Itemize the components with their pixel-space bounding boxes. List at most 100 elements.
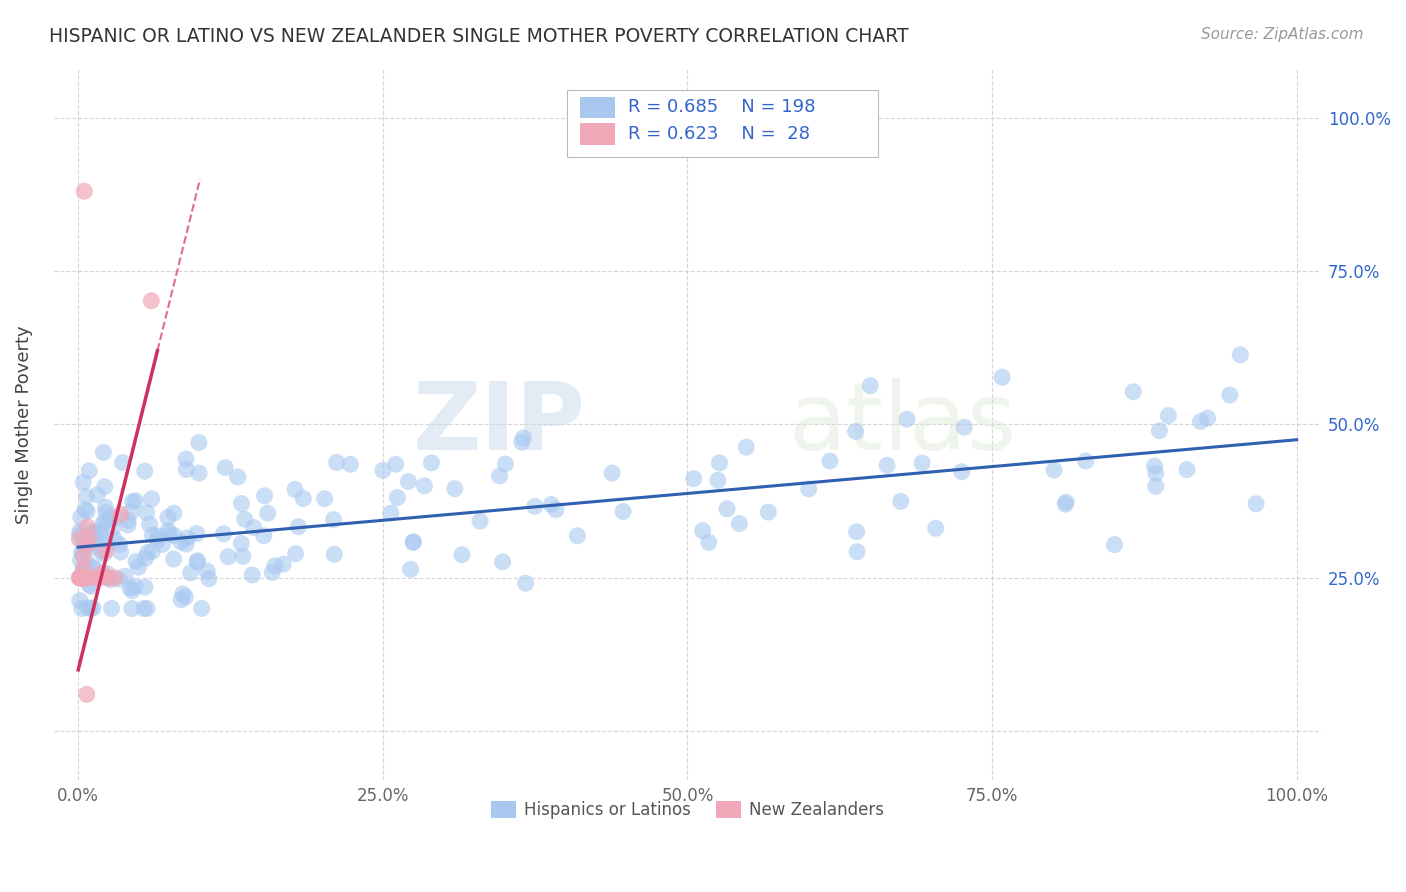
- Point: [70, 571, 93, 585]
- Point: [134, 464, 156, 478]
- Point: [323, 547, 346, 561]
- Point: [69, 524, 91, 539]
- Point: [176, 531, 198, 545]
- Point: [134, 551, 156, 566]
- Point: [233, 512, 256, 526]
- Point: [567, 529, 589, 543]
- Point: [87, 571, 110, 585]
- Point: [371, 463, 394, 477]
- Point: [1144, 467, 1167, 481]
- Point: [100, 510, 122, 524]
- Point: [125, 554, 148, 568]
- Point: [86, 571, 108, 585]
- Point: [174, 452, 197, 467]
- Point: [100, 601, 122, 615]
- Point: [325, 455, 347, 469]
- Point: [1104, 538, 1126, 552]
- Point: [163, 529, 186, 543]
- Point: [73, 541, 96, 555]
- Point: [1197, 411, 1219, 425]
- Point: [146, 529, 169, 543]
- Point: [157, 524, 180, 538]
- Point: [124, 494, 146, 508]
- Point: [120, 505, 142, 519]
- Point: [697, 535, 720, 549]
- Point: [105, 510, 128, 524]
- Point: [284, 547, 307, 561]
- Point: [72, 562, 94, 576]
- Bar: [579, 97, 616, 119]
- Point: [1189, 414, 1212, 428]
- Point: [402, 534, 425, 549]
- Point: [91, 569, 114, 583]
- Point: [174, 590, 197, 604]
- Point: [96, 538, 118, 552]
- Point: [108, 572, 131, 586]
- Point: [180, 566, 202, 580]
- Point: [72, 571, 94, 585]
- Point: [322, 513, 344, 527]
- Point: [76, 556, 98, 570]
- Point: [90, 544, 112, 558]
- Point: [515, 576, 537, 591]
- Point: [380, 506, 402, 520]
- Point: [451, 548, 474, 562]
- Point: [214, 460, 236, 475]
- Point: [75, 536, 97, 550]
- Point: [67, 533, 90, 547]
- Point: [172, 587, 194, 601]
- Point: [94, 480, 117, 494]
- Point: [413, 479, 436, 493]
- Text: R = 0.623    N =  28: R = 0.623 N = 28: [628, 125, 810, 143]
- Point: [72, 547, 94, 561]
- Point: [136, 546, 159, 560]
- Point: [170, 535, 193, 549]
- Point: [97, 566, 120, 581]
- Point: [1244, 497, 1267, 511]
- Point: [950, 465, 973, 479]
- Point: [231, 496, 253, 510]
- Point: [152, 537, 174, 551]
- Point: [198, 572, 221, 586]
- Point: [925, 521, 948, 535]
- Point: [402, 535, 425, 549]
- Point: [488, 469, 510, 483]
- Point: [911, 456, 934, 470]
- Point: [512, 431, 534, 445]
- Point: [82, 524, 104, 539]
- Point: [314, 491, 336, 506]
- Point: [141, 293, 163, 308]
- Point: [174, 537, 197, 551]
- Point: [76, 520, 98, 534]
- Point: [510, 435, 533, 450]
- Point: [93, 547, 115, 561]
- Point: [86, 488, 108, 502]
- Point: [240, 568, 263, 582]
- Point: [264, 558, 287, 573]
- Point: [728, 516, 751, 531]
- Point: [231, 536, 253, 550]
- Text: Source: ZipAtlas.com: Source: ZipAtlas.com: [1201, 27, 1364, 42]
- Point: [82, 601, 104, 615]
- Point: [76, 504, 98, 518]
- Point: [67, 571, 90, 585]
- Point: [284, 483, 307, 497]
- Point: [385, 457, 408, 471]
- Point: [94, 500, 117, 515]
- Point: [111, 456, 134, 470]
- Point: [846, 544, 869, 558]
- Point: [76, 490, 98, 504]
- Point: [707, 473, 730, 487]
- Point: [232, 549, 254, 564]
- Point: [72, 562, 94, 576]
- Point: [110, 545, 132, 559]
- Point: [1149, 424, 1171, 438]
- Point: [818, 454, 841, 468]
- Point: [73, 565, 96, 579]
- Point: [176, 462, 198, 476]
- Point: [186, 554, 208, 568]
- Point: [127, 560, 149, 574]
- Point: [73, 184, 96, 198]
- Point: [1175, 462, 1198, 476]
- Point: [1054, 495, 1077, 509]
